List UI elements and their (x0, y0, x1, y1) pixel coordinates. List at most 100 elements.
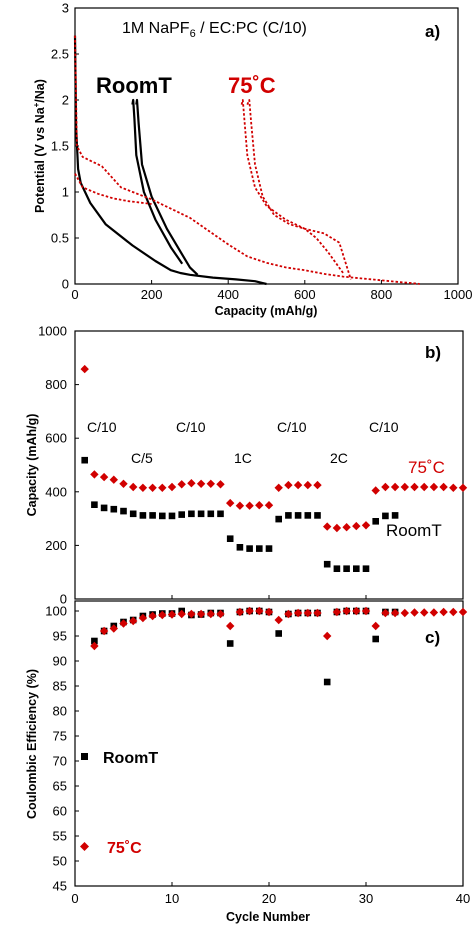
panel-b-point-hot (400, 482, 409, 492)
panel-c-y-axis-label: Coulombic Efficiency (%) (25, 669, 39, 819)
panel-a-x-axis-label: Capacity (mAh/g) (215, 304, 318, 318)
panel-c-x-axis-label: Cycle Number (226, 910, 310, 924)
panel-b-plot-area (80, 364, 468, 572)
panel-b-point-room (353, 565, 360, 572)
panel-c-x-ticks: 0 10 20 30 40 (71, 882, 470, 906)
panel-c-point-hot (371, 621, 380, 631)
panel-a-y-ticks: 0 0.5 1 1.5 2 2.5 3 (51, 1, 79, 292)
panel-b-point-hot (206, 479, 215, 488)
panel-b-point-hot (80, 364, 89, 374)
panel-a-curve-hot-5 (240, 99, 344, 274)
panel-b-point-room (159, 512, 166, 520)
panel-b-point-hot (177, 480, 186, 489)
panel-c-point-hot (439, 607, 448, 617)
panel-c-point-hot (255, 606, 264, 616)
panel-b-point-hot (148, 483, 157, 492)
panel-c-point-hot (129, 616, 138, 626)
panel-c-frame (74, 600, 464, 887)
panel-c-y-tick-label: 85 (53, 679, 67, 694)
panel-a-label: a) (425, 22, 440, 41)
panel-b-frame (74, 330, 464, 600)
panel-a-curve-hot-3 (74, 35, 420, 285)
panel-b-point-hot (216, 480, 225, 489)
panel-b-point-hot (187, 479, 196, 488)
panel-c-y-tick-label: 65 (53, 779, 67, 794)
panel-c-point-hot (148, 611, 157, 621)
panel-a-y-tick-label: 0 (62, 277, 69, 292)
panel-b-point-room (314, 512, 321, 519)
panel-a-curve-room-1 (131, 98, 184, 265)
panel-c-y-tick-label: 100 (45, 604, 67, 619)
panel-c-point-hot (167, 610, 177, 619)
panel-b-point-room (333, 565, 341, 572)
panel-c-point-hot (274, 615, 283, 625)
panel-c-point-room (372, 635, 379, 643)
panel-b-x-ticks (74, 595, 464, 599)
panel-c-point-hot (390, 608, 400, 618)
panel-b-point-hot (264, 501, 274, 510)
panel-a-y-tick-label: 2 (62, 93, 69, 108)
panel-b-point-room (294, 512, 302, 519)
panel-b-point-room (246, 545, 253, 552)
panel-c-point-hot (196, 609, 206, 619)
panel-b-point-room (149, 512, 156, 519)
panel-b-point-room (129, 510, 137, 518)
panel-a-y-tick-label: 0.5 (51, 231, 69, 246)
panel-b-point-room (81, 456, 88, 464)
panel-b-point-hot (255, 501, 264, 510)
panel-a-legend-room: RoomT (96, 73, 172, 98)
panel-b-point-room (197, 510, 205, 518)
panel-b-point-hot (303, 480, 312, 490)
panel-b-point-room (391, 512, 399, 519)
panel-b-y-tick-label: 600 (45, 431, 67, 446)
panel-b-point-hot (458, 483, 468, 492)
panel-c-y-tick-label: 70 (53, 754, 67, 769)
panel-c-point-hot (400, 608, 409, 618)
panel-c-point-hot (381, 608, 390, 618)
panel-c-point-hot (206, 609, 215, 619)
panel-b-point-hot (352, 521, 361, 531)
panel-c-y-tick-label: 90 (53, 654, 67, 669)
rate-label-2c: 2C (330, 450, 348, 466)
panel-a: 0 0.5 1 1.5 2 2.5 3 0 200 400 600 800 1000 1M NaPF6… (32, 1, 472, 319)
panel-c-point-hot (293, 608, 303, 618)
panel-b-legend-hot: 75˚C (408, 458, 445, 477)
panel-a-y-tick-label: 3 (62, 1, 69, 16)
panel-b-point-hot (390, 482, 400, 492)
panel-c-point-hot (109, 624, 118, 633)
panel-b-point-hot (342, 523, 351, 532)
panel-c-point-hot (410, 608, 419, 617)
panel-b-point-hot (284, 480, 293, 490)
panel-b-point-room (120, 507, 127, 515)
panel-b-point-hot (293, 480, 303, 490)
panel-c-legend-room-marker (81, 753, 88, 760)
panel-c-point-hot (226, 621, 235, 631)
panel-a-x-tick-label: 800 (371, 287, 393, 302)
panel-b-point-room (100, 504, 108, 512)
panel-c-y-tick-label: 45 (53, 879, 67, 894)
panel-b-point-hot (439, 482, 448, 492)
panel-b-point-hot (138, 483, 148, 492)
panel-c-point-room (323, 678, 331, 686)
panel-b-point-room (139, 512, 147, 519)
rate-label-1c: 1C (234, 450, 252, 466)
panel-a-x-tick-label: 200 (141, 287, 163, 302)
panel-c-y-tick-label: 55 (53, 829, 67, 844)
panel-b-point-hot (449, 483, 458, 492)
panel-b-point-room (178, 511, 185, 518)
panel-c-y-tick-label: 50 (53, 854, 67, 869)
panel-a-curve-hot-6 (246, 99, 352, 280)
rate-label-c10-1: C/10 (87, 419, 117, 435)
panel-b-point-hot (99, 472, 109, 482)
panel-b-y-tick-label: 0 (60, 592, 67, 607)
panel-b-point-room (217, 510, 224, 518)
panel-c-point-hot (332, 607, 342, 617)
panel-c-point-room (226, 640, 234, 647)
panel-a-x-tick-label: 0 (71, 287, 78, 302)
panel-a-frame (74, 7, 459, 285)
panel-b-point-hot (158, 483, 167, 492)
panel-c-y-tick-label: 95 (53, 629, 67, 644)
panel-b: 0 200 400 600 800 1000 b) C/10 C/5 C/10 1C C/… (25, 324, 468, 607)
panel-c-point-hot (420, 608, 429, 617)
